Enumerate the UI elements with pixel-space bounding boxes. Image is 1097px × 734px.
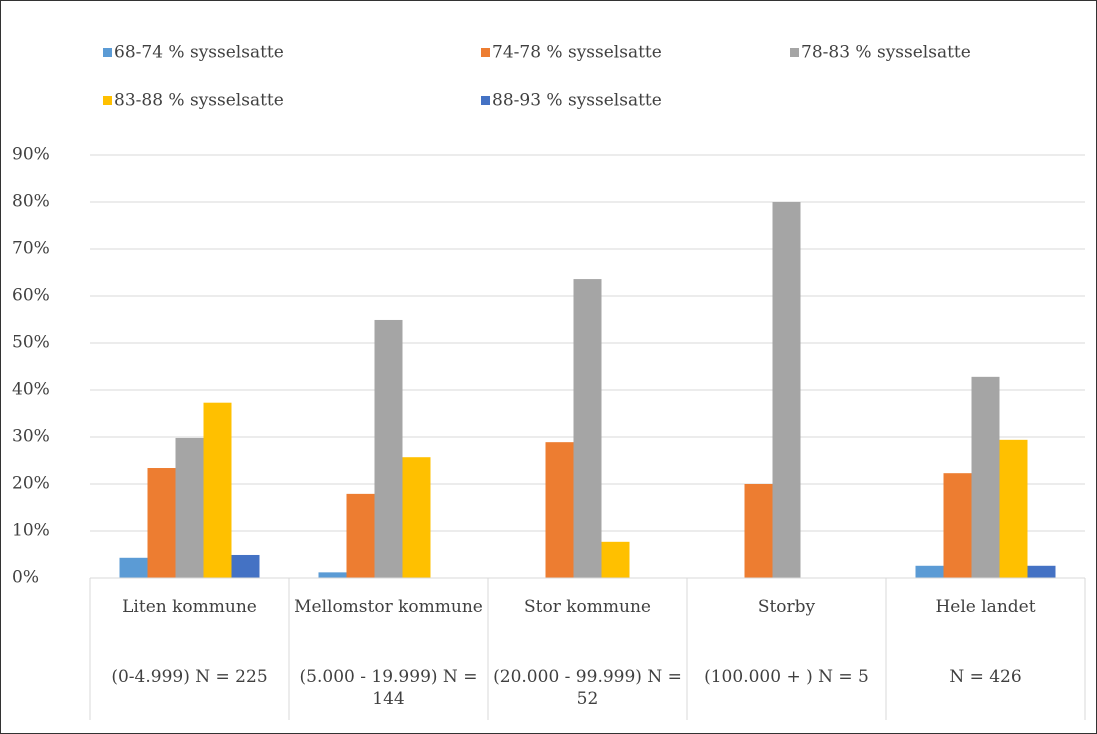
- y-tick-label: 30%: [12, 427, 50, 447]
- x-tick-sublabel: (0-4.999) N = 225: [111, 667, 268, 687]
- legend-label: 78-83 % sysselsatte: [801, 43, 971, 63]
- bar: [545, 442, 574, 578]
- bar: [971, 376, 1000, 578]
- bar: [943, 473, 972, 578]
- x-tick-label: Liten kommune: [122, 597, 257, 617]
- y-tick-label: 0%: [12, 568, 39, 588]
- legend-swatch: [790, 48, 799, 57]
- legend-swatch: [481, 48, 490, 57]
- legend-swatch: [481, 96, 490, 105]
- bar: [147, 468, 176, 578]
- y-tick-label: 10%: [12, 521, 50, 541]
- x-tick-label: Mellomstor kommune: [294, 597, 483, 617]
- y-tick-label: 90%: [12, 145, 50, 165]
- y-tick-label: 50%: [12, 333, 50, 353]
- y-tick-label: 40%: [12, 380, 50, 400]
- bar: [601, 541, 630, 578]
- x-tick-sublabel: (100.000 + ) N = 5: [704, 667, 869, 687]
- y-tick-label: 70%: [12, 239, 50, 259]
- y-tick-label: 80%: [12, 192, 50, 212]
- bar: [318, 572, 347, 578]
- legend-label: 88-93 % sysselsatte: [492, 91, 662, 111]
- y-tick-label: 60%: [12, 286, 50, 306]
- bar: [573, 279, 602, 578]
- x-tick-sublabel: (5.000 - 19.999) N = 144: [299, 667, 478, 709]
- bar: [175, 437, 204, 578]
- bar: [231, 554, 260, 578]
- bar: [1027, 565, 1056, 578]
- bar: [402, 457, 431, 578]
- bar: [999, 439, 1028, 578]
- x-tick-label: Stor kommune: [524, 597, 651, 617]
- bar: [346, 493, 375, 578]
- x-tick-sublabel: N = 426: [949, 667, 1022, 687]
- legend-label: 74-78 % sysselsatte: [492, 43, 662, 63]
- legend-label: 83-88 % sysselsatte: [114, 91, 284, 111]
- legend-swatch: [103, 96, 112, 105]
- bar: [203, 402, 232, 578]
- y-tick-label: 20%: [12, 474, 50, 494]
- bar: [915, 565, 944, 578]
- bar: [119, 557, 148, 578]
- legend-label: 68-74 % sysselsatte: [114, 43, 284, 63]
- x-tick-label: Storby: [757, 597, 816, 617]
- x-tick-sublabel: (20.000 - 99.999) N = 52: [493, 667, 682, 709]
- x-tick-label: Hele landet: [935, 597, 1036, 617]
- bar: [744, 484, 773, 578]
- bar: [374, 319, 403, 578]
- legend-swatch: [103, 48, 112, 57]
- bar: [772, 202, 801, 578]
